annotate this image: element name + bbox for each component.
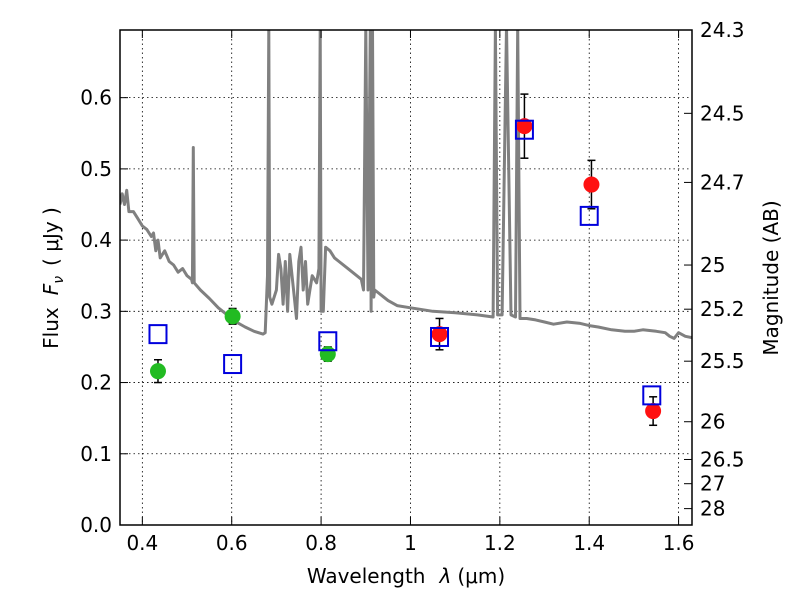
x-tick-label: 1.4 (573, 531, 605, 555)
y-tick-label: 0.2 (80, 371, 112, 395)
plot-frame (119, 29, 693, 526)
y2-tick-label: 25.2 (700, 297, 745, 321)
y2-tick-label: 26 (700, 410, 725, 434)
data-point-circle (645, 403, 662, 420)
data-point-square (318, 331, 338, 352)
y2-tick-label: 24.3 (700, 18, 745, 42)
data-point-square (148, 324, 168, 345)
data-point-square (642, 385, 662, 406)
x-tick-label: 1 (404, 531, 417, 555)
plot-background (120, 30, 692, 525)
x-axis-label: Wavelength λ (μm) (307, 564, 505, 588)
y-tick-label: 0.5 (80, 157, 112, 181)
y2-tick-label: 28 (700, 497, 725, 521)
data-point-square (430, 326, 450, 347)
x-tick-label: 0.6 (216, 531, 248, 555)
axis-ticks (120, 29, 692, 526)
y-axis-label: FluxFν( μJy ) (39, 207, 67, 349)
data-point-circle (516, 118, 533, 135)
data-point-circle (583, 176, 600, 193)
y2-tick-label: 27 (700, 472, 725, 496)
y-tick-label: 0.6 (80, 86, 112, 110)
y2-tick-label: 25.5 (700, 349, 745, 373)
data-point-circle (431, 326, 448, 343)
y2-tick-label: 24.5 (700, 101, 745, 125)
y2-tick-label: 26.5 (700, 447, 745, 471)
data-points (148, 93, 662, 427)
y-tick-label: 0.1 (80, 442, 112, 466)
model-spectrum (120, 30, 692, 340)
data-point-square (223, 354, 243, 375)
y2-axis-label: Magnitude (AB) (759, 200, 783, 355)
y-tick-label: 0.0 (80, 513, 112, 537)
y2-tick-label: 24.7 (700, 170, 745, 194)
data-point-circle (149, 363, 166, 380)
data-point-square (579, 205, 599, 226)
y2-tick-label: 25 (700, 253, 725, 277)
grid (120, 30, 692, 526)
y-tick-label: 0.3 (80, 299, 112, 323)
x-tick-label: 1.6 (663, 531, 695, 555)
data-point-square (514, 119, 534, 140)
data-point-circle (319, 346, 336, 363)
x-tick-label: 0.4 (126, 531, 158, 555)
y-tick-label: 0.4 (80, 228, 112, 252)
spectrum-line (120, 30, 692, 340)
x-tick-label: 1.2 (484, 531, 516, 555)
x-tick-label: 0.8 (305, 531, 337, 555)
data-point-circle (224, 308, 241, 325)
tick-labels: 0.4 0.6 0.8 1 1.2 1.4 1.6 0.0 0.1 0.2 0.3 0.4 0.5 0.6… (80, 18, 744, 555)
